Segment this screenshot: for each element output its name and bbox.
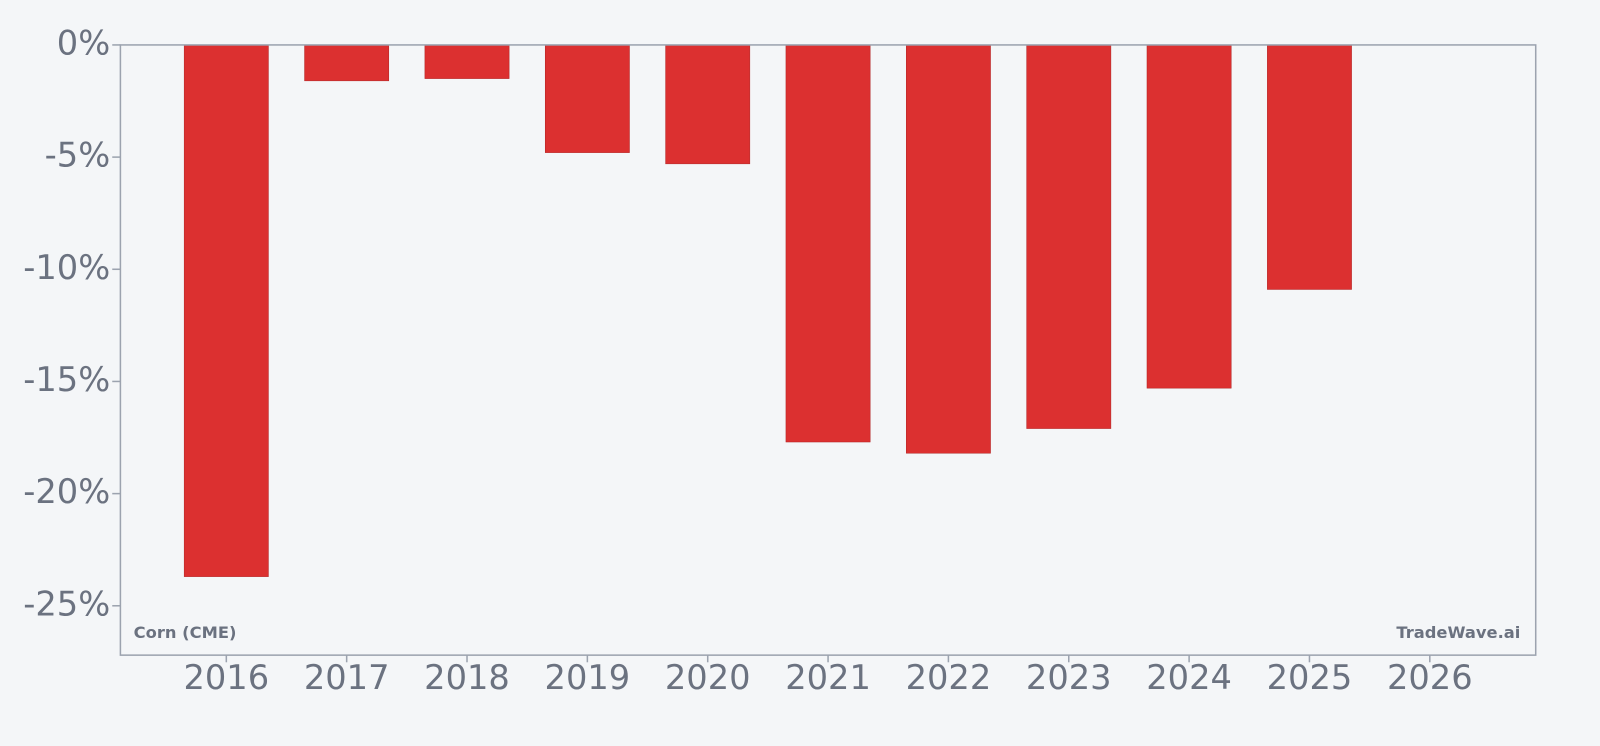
x-tick-label: 2017 [304, 658, 390, 697]
bar [665, 44, 751, 165]
bar [1026, 44, 1112, 429]
x-tick-label: 2023 [1026, 658, 1112, 697]
bar [304, 44, 390, 82]
x-tick-label: 2022 [906, 658, 992, 697]
plot-frame [119, 44, 1537, 656]
x-tick-label: 2021 [785, 658, 871, 697]
x-tick-label: 2025 [1267, 658, 1353, 697]
bar [785, 44, 871, 443]
y-tick-label: -15% [23, 360, 110, 399]
y-tick-label: -25% [23, 584, 110, 623]
annotation-left: Corn (CME) [134, 623, 237, 642]
bar [183, 44, 269, 577]
bar [906, 44, 991, 454]
bar [1146, 44, 1232, 389]
x-tick-label: 2018 [424, 658, 510, 697]
annotation-right: TradeWave.ai [1396, 623, 1520, 642]
x-tick-label: 2020 [665, 658, 751, 697]
bar [544, 44, 630, 153]
y-tick-label: -20% [23, 472, 110, 511]
y-tick-label: -10% [23, 248, 110, 287]
bar [1267, 44, 1352, 290]
x-tick-label: 2016 [183, 658, 269, 697]
x-tick-label: 2026 [1387, 658, 1473, 697]
x-tick-label: 2024 [1146, 658, 1232, 697]
x-tick-label: 2019 [545, 658, 631, 697]
y-tick-label: 0% [57, 23, 110, 62]
bar [424, 44, 510, 79]
y-tick-label: -5% [45, 136, 111, 175]
